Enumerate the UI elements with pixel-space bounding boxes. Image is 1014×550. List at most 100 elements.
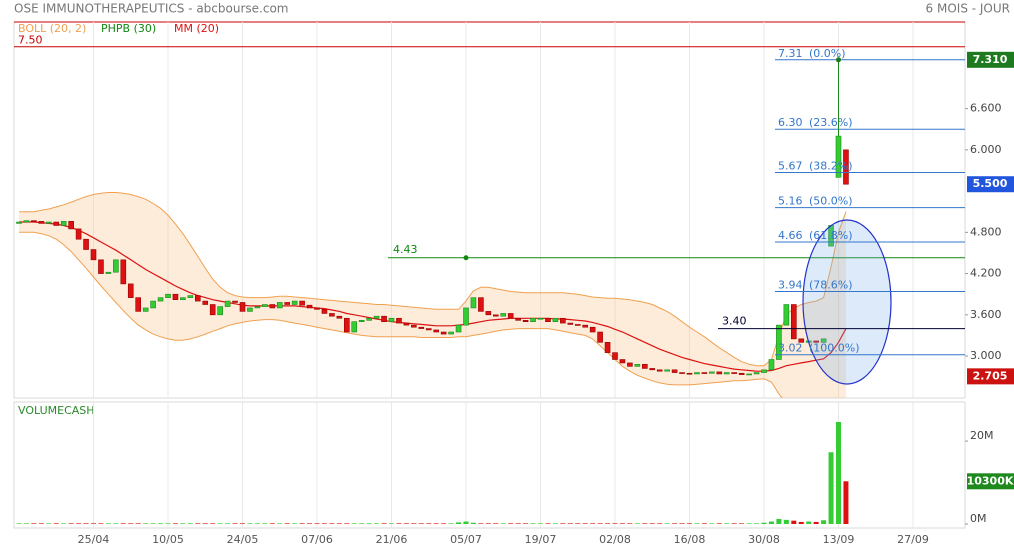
candle-down: [627, 362, 633, 367]
candle-down: [671, 369, 678, 373]
candle-up: [470, 297, 477, 309]
volume-bar: [485, 523, 491, 524]
volume-bar: [31, 523, 37, 524]
candle-down: [321, 309, 328, 314]
candle-down: [701, 372, 708, 374]
candle-down: [731, 372, 738, 374]
candle-up: [455, 324, 462, 333]
volume-bar: [530, 523, 536, 524]
volume-bar: [791, 520, 797, 524]
candle-down: [120, 259, 127, 285]
price-marker: [967, 51, 1014, 68]
candle-down: [314, 307, 320, 310]
volume-bar: [202, 523, 208, 524]
volume-bar: [16, 523, 22, 524]
volume-bar: [374, 523, 380, 524]
candle-up: [23, 220, 30, 223]
reference-label: 7.50: [18, 34, 43, 47]
volume-bar: [560, 523, 566, 524]
volume-bar: [828, 452, 834, 524]
candle-up: [783, 304, 790, 326]
candle-up: [694, 372, 700, 375]
candle-down: [589, 326, 596, 333]
volume-bar: [314, 523, 320, 524]
volume-bar: [672, 523, 678, 524]
volume-bar: [366, 523, 372, 524]
fib-ratio: (61.8%): [809, 229, 853, 242]
volume-bar: [575, 523, 581, 524]
volume-bar: [38, 523, 44, 524]
candle-down: [90, 249, 97, 261]
volume-bar: [746, 523, 752, 524]
volume-bar: [768, 521, 774, 524]
volume-bar: [247, 523, 253, 524]
y-tick-label: 4.800: [970, 225, 1002, 238]
volume-bar: [277, 523, 283, 524]
volume-bar: [195, 523, 201, 524]
legend-entry: PHPB (30): [101, 22, 156, 35]
volume-bar: [433, 523, 439, 524]
candle-down: [656, 369, 663, 372]
volume-bar: [761, 522, 767, 524]
volume-bar: [612, 523, 618, 524]
overlay: 4.43 7.31 (0.0%) 6.30 (23.6%) 5.67 (38.2%) 5.16…: [393, 47, 965, 356]
fib-label: 4.66: [778, 229, 803, 242]
volume-bar: [642, 523, 648, 524]
fib-ratio: (38.2%): [809, 160, 853, 173]
legend-entry: MM (20): [174, 22, 219, 35]
candle-up: [366, 317, 372, 321]
candle-up: [358, 320, 365, 323]
volume-bar: [783, 519, 789, 524]
candle-down: [574, 324, 581, 326]
volume-bar: [597, 523, 603, 524]
candle-up: [634, 364, 641, 367]
volume-bar: [470, 522, 476, 524]
candle-up: [142, 307, 149, 312]
volume-title: VOLUMECASH: [18, 404, 95, 417]
candle-up: [187, 295, 194, 298]
fib-ratio: (78.6%): [809, 278, 853, 291]
fib-ratio: (0.0%): [809, 47, 846, 60]
volume-bar: [515, 523, 521, 524]
x-tick-label: 19/07: [525, 533, 557, 546]
candle-up: [448, 331, 454, 335]
volume-bar: [649, 523, 655, 524]
candle-up: [537, 317, 544, 320]
y-tick-label: 3.000: [970, 349, 1002, 362]
candle-down: [75, 228, 82, 240]
ma-line: [19, 221, 847, 372]
y-tick-label: 3.600: [970, 308, 1002, 321]
volume-bar: [552, 523, 558, 524]
price-marker: [967, 176, 1014, 193]
volume-bar: [240, 523, 245, 524]
candle-down: [545, 317, 551, 323]
candle-down: [560, 317, 566, 324]
volume-bar: [776, 519, 782, 524]
candle-up: [552, 317, 559, 323]
volume-bar: [590, 523, 596, 524]
volume-bar: [225, 523, 231, 524]
x-tick-label: 07/06: [301, 533, 333, 546]
y-tick-label: 6.600: [970, 102, 1002, 115]
volume-bar: [232, 523, 238, 524]
candle-up: [113, 259, 119, 273]
volume-bar: [292, 523, 298, 524]
volume-bar: [351, 523, 357, 524]
candle-up: [746, 373, 752, 376]
volume-bar: [389, 523, 394, 524]
volume-marker-label: 10300K: [967, 474, 1014, 487]
fib-label: 6.30: [778, 116, 803, 129]
band-upper: [19, 192, 847, 367]
level-label: 4.43: [393, 243, 418, 256]
candle-down: [172, 293, 179, 301]
price-marker: [967, 368, 1014, 385]
volume-bar: [120, 523, 126, 524]
candle-down: [396, 317, 402, 324]
price-marker-label: 2.705: [973, 369, 1008, 382]
volume-bar: [76, 523, 82, 524]
candle-up: [180, 297, 186, 301]
fib-ratio: (23.6%): [809, 116, 853, 129]
x-tick-label: 30/08: [748, 533, 780, 546]
candle-down: [83, 238, 89, 250]
candle-up: [530, 317, 536, 323]
